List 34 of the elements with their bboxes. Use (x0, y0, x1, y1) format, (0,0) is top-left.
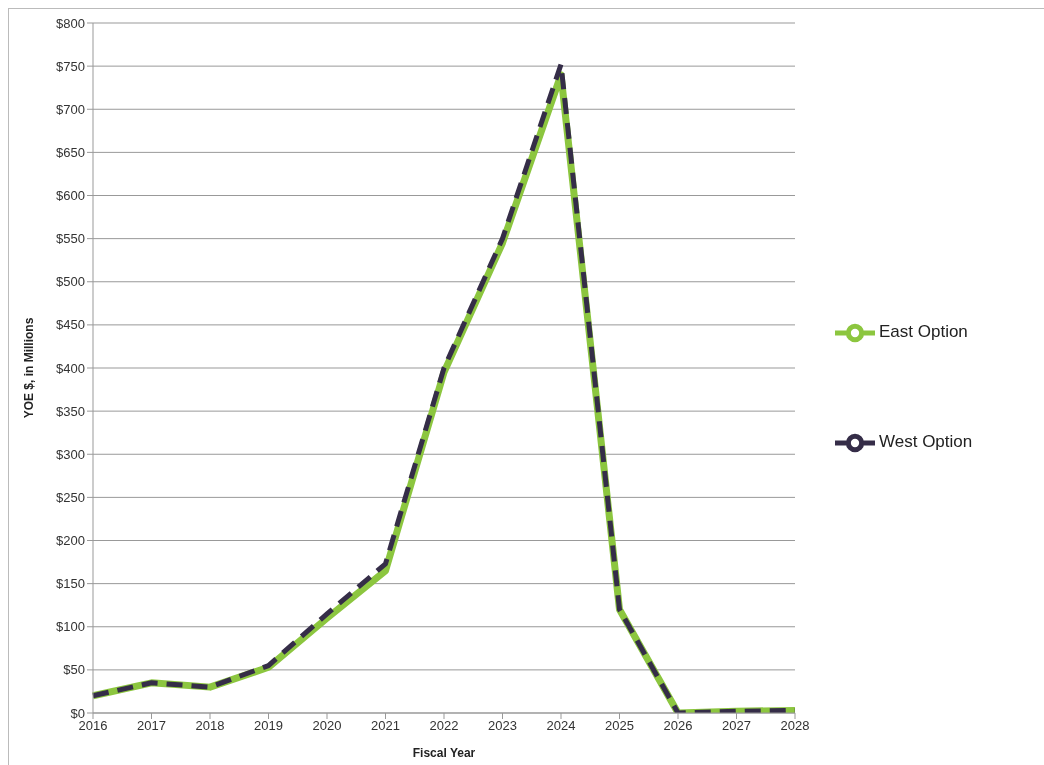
y-tick-label: $200 (56, 533, 85, 549)
y-tick-label: $250 (56, 489, 85, 505)
x-tick-label: 2022 (429, 718, 459, 734)
y-tick-label: $400 (56, 360, 85, 376)
x-tick-label: 2019 (254, 718, 283, 734)
y-tick-label: $650 (56, 144, 85, 160)
y-tick-label: $300 (56, 446, 85, 462)
y-tick-label: $550 (56, 231, 85, 247)
legend-label: West Option (879, 432, 973, 451)
legend-label: East Option (879, 322, 968, 341)
x-tick-label: 2017 (137, 718, 166, 734)
y-tick-label: $500 (56, 274, 85, 290)
x-tick-label: 2028 (780, 718, 810, 734)
x-tick-label: 2020 (312, 718, 342, 734)
y-tick-label: $750 (56, 58, 85, 74)
y-axis-title: YOE $, in Millions (22, 317, 37, 419)
x-tick-label: 2024 (546, 718, 576, 734)
y-tick-label: $0 (70, 705, 85, 721)
y-tick-label: $350 (56, 403, 85, 419)
x-tick-label: 2018 (195, 718, 225, 734)
x-axis-title: Fiscal Year (412, 746, 476, 760)
x-tick-label: 2023 (488, 718, 517, 734)
x-tick-label: 2026 (663, 718, 693, 734)
y-tick-label: $150 (56, 576, 85, 592)
y-tick-label: $50 (63, 662, 85, 678)
y-tick-label: $600 (56, 188, 85, 204)
y-tick-label: $800 (56, 15, 85, 31)
x-tick-label: 2016 (78, 718, 108, 734)
x-tick-label: 2021 (371, 718, 400, 734)
y-tick-label: $450 (56, 317, 85, 333)
x-tick-label: 2025 (605, 718, 634, 734)
y-tick-label: $700 (56, 101, 85, 117)
x-tick-label: 2027 (722, 718, 751, 734)
y-tick-label: $100 (56, 619, 85, 635)
